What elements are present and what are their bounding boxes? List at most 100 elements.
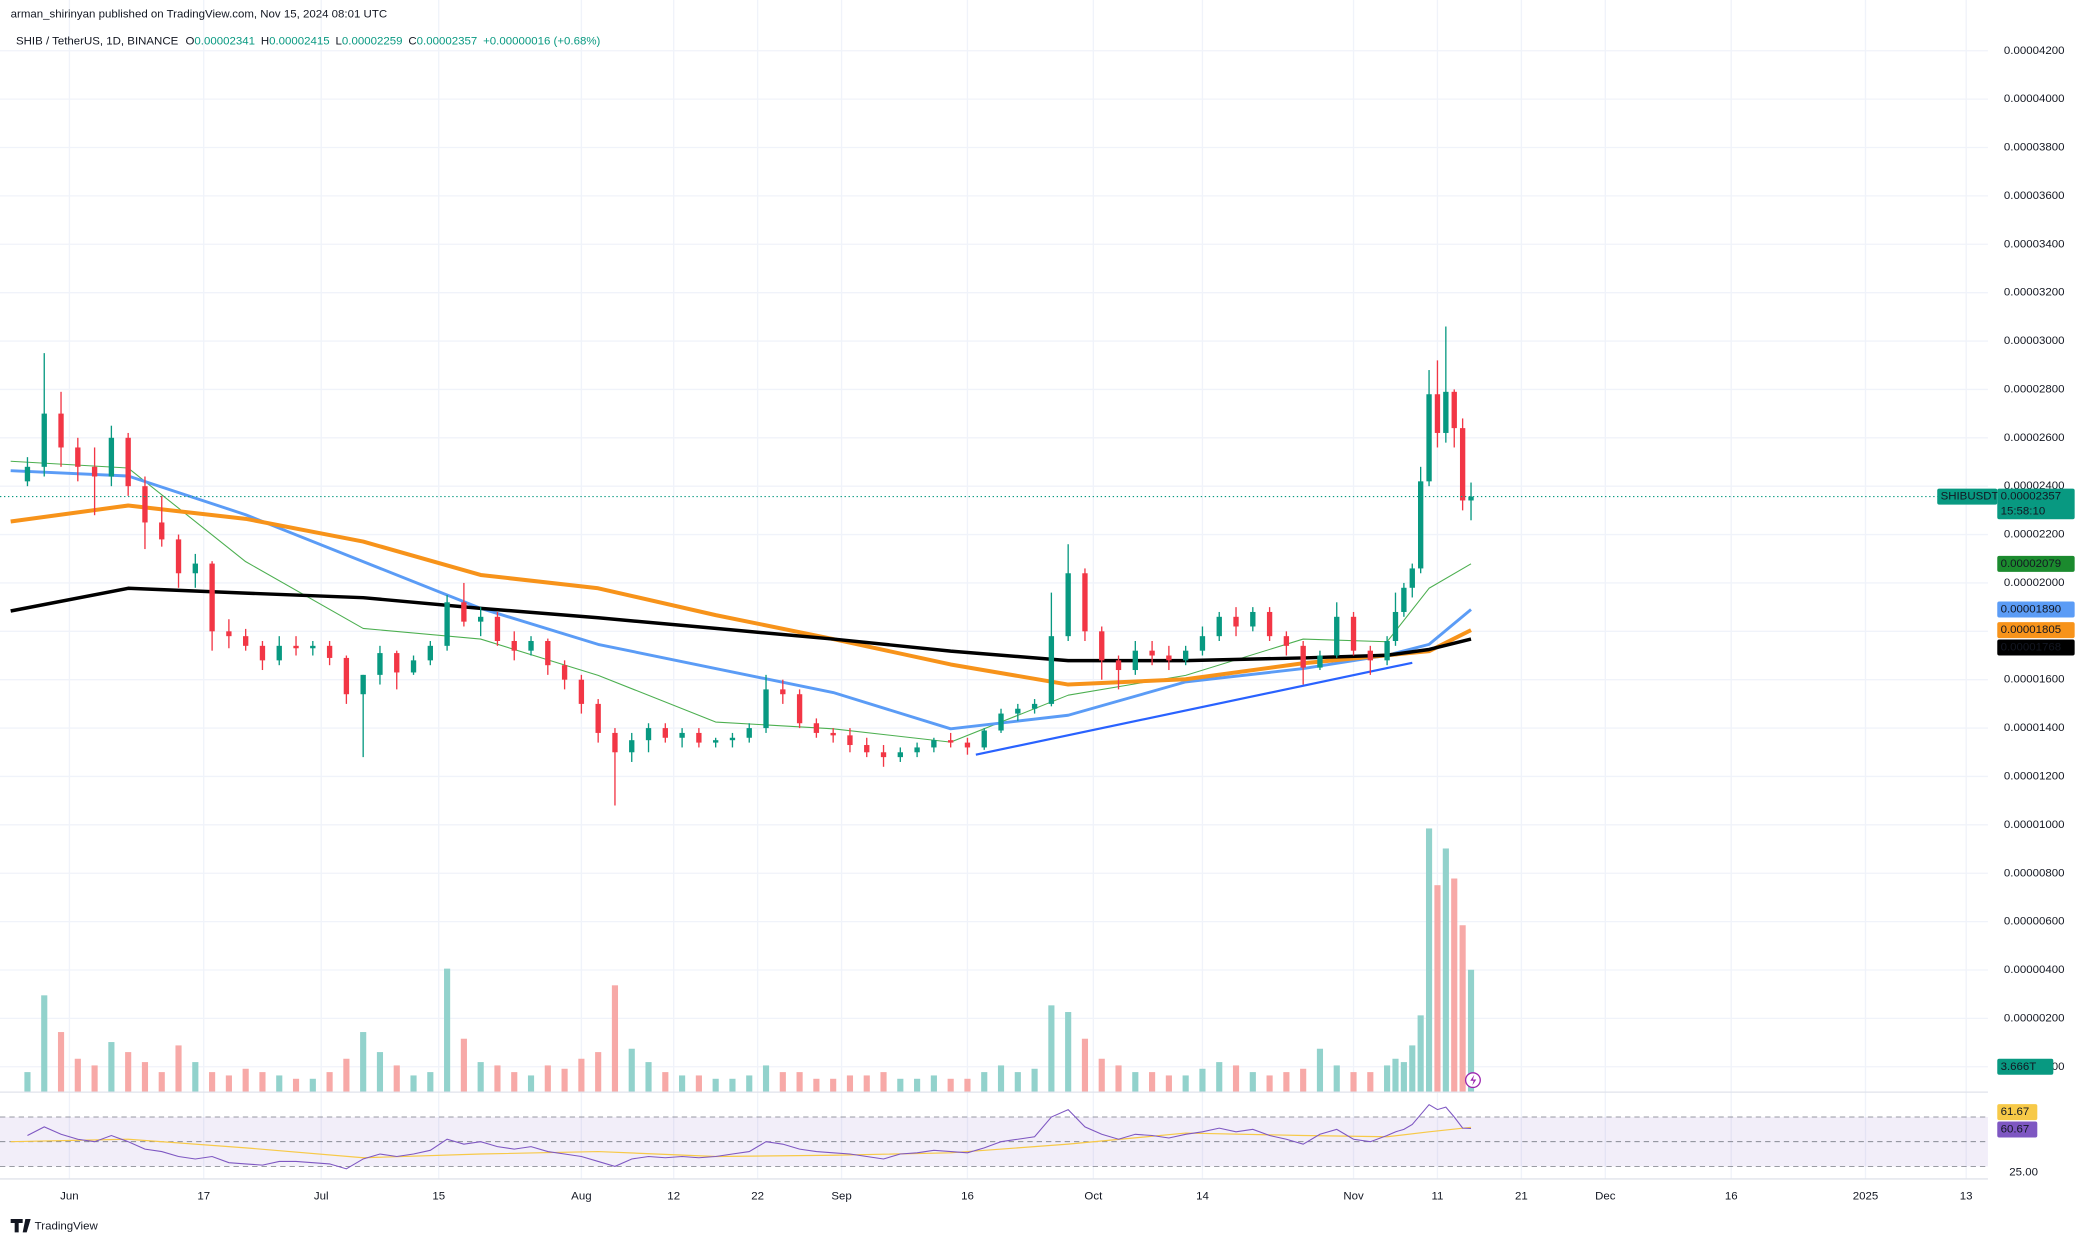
- moving-average: [10, 586, 1472, 663]
- candle-body: [1434, 394, 1441, 433]
- volume-bar: [1249, 1072, 1256, 1093]
- y-tick-label: 0.00002000: [2004, 577, 2065, 589]
- candle-body: [1459, 428, 1466, 501]
- volume-bar: [360, 1032, 367, 1093]
- candle-body: [964, 742, 971, 748]
- x-tick-label: Sep: [831, 1190, 851, 1202]
- volume-bar: [1350, 1072, 1357, 1093]
- candle-body: [1334, 616, 1340, 656]
- ohlc-value: 0.00002357: [417, 35, 478, 47]
- volume-bar: [527, 1075, 535, 1093]
- y-tick-label: 0.00003200: [2004, 287, 2065, 299]
- x-tick-label: 12: [667, 1190, 680, 1202]
- candle-body: [1099, 631, 1105, 661]
- candle-body: [713, 740, 719, 743]
- candle-body: [1115, 660, 1122, 671]
- ohlc-value: 0.00002259: [342, 35, 403, 47]
- y-tick-label: 0.00000200: [2004, 1012, 2065, 1024]
- candle-body: [1426, 394, 1432, 482]
- volume-bar: [125, 1052, 132, 1093]
- volume-bar: [242, 1068, 249, 1093]
- y-tick-label: 0.00003000: [2004, 335, 2065, 347]
- volume-bar: [762, 1065, 770, 1093]
- candle-body: [91, 466, 98, 477]
- candle-body: [394, 653, 400, 673]
- y-tick-label: 0.00001000: [2004, 819, 2065, 831]
- candle-body: [1300, 645, 1306, 668]
- x-tick-label: 2025: [1853, 1190, 1879, 1202]
- candle-body: [914, 747, 920, 753]
- x-tick-label: Oct: [1084, 1190, 1103, 1202]
- volume-bar: [393, 1065, 400, 1093]
- volume-bar: [880, 1072, 887, 1093]
- x-tick-label: 14: [1196, 1190, 1209, 1202]
- rsi-tick-label: 25.00: [2009, 1167, 2038, 1179]
- volume-bar: [1048, 1005, 1055, 1093]
- ohlc-letter: L: [336, 35, 342, 47]
- candle-body: [662, 728, 668, 738]
- candle-body: [813, 723, 820, 733]
- y-tick-label: 0.00003400: [2004, 238, 2065, 250]
- volume-bar: [1098, 1058, 1105, 1093]
- candle-body: [326, 645, 333, 658]
- candle-body: [1409, 568, 1415, 588]
- volume-tag-text: 3.666T: [2001, 1061, 2037, 1073]
- volume-bar: [846, 1075, 854, 1093]
- volume-bar: [511, 1072, 518, 1093]
- volume-bar: [225, 1075, 232, 1093]
- y-tick-label: 0.00004000: [2004, 93, 2065, 105]
- candle-body: [595, 703, 601, 733]
- candle-body: [24, 466, 31, 482]
- y-tick-label: 0.00003800: [2004, 142, 2065, 154]
- brand-logo: [10, 1218, 31, 1233]
- grid-layer: [0, 0, 1988, 1179]
- candle-body: [293, 645, 299, 649]
- volume-bar: [259, 1072, 266, 1093]
- candle-body: [75, 447, 81, 467]
- ma-tag-text: 0.00002079: [2001, 558, 2062, 570]
- volume-bar: [1400, 1062, 1407, 1093]
- candle-body: [645, 728, 652, 741]
- candle-body: [1350, 616, 1357, 651]
- candle-body: [1031, 703, 1038, 709]
- volume-bar: [695, 1075, 702, 1093]
- brand: TradingView: [10, 1218, 98, 1233]
- alert-bolt: [1470, 1074, 1477, 1086]
- volume-bar: [947, 1078, 954, 1093]
- volume-bar: [343, 1058, 350, 1093]
- rsi-tag-box: [1997, 1121, 2038, 1138]
- candle-body: [1149, 650, 1155, 656]
- volume-bar: [1081, 1038, 1089, 1093]
- volume-bar: [292, 1078, 300, 1093]
- x-tick-label: Nov: [1343, 1190, 1364, 1202]
- candle-body: [1392, 611, 1399, 641]
- volume-bar: [1149, 1072, 1156, 1093]
- candle-body: [125, 437, 131, 487]
- candle-body: [780, 689, 786, 695]
- candle-body: [511, 640, 517, 651]
- volume-bar: [578, 1058, 585, 1093]
- candle-body: [343, 657, 350, 695]
- volume-bar: [1392, 1058, 1399, 1093]
- candle-body: [410, 660, 417, 673]
- volume-bar: [544, 1065, 551, 1093]
- candle-body: [1065, 573, 1071, 637]
- volume-bar: [1442, 848, 1449, 1093]
- candle-body: [192, 563, 198, 574]
- y-tick-label: 0.00002200: [2004, 529, 2065, 541]
- candle-body: [478, 616, 484, 622]
- candle-body: [1401, 587, 1407, 612]
- x-tick-label: 22: [751, 1190, 764, 1202]
- candle-body: [1216, 616, 1222, 637]
- volume-bar: [1232, 1065, 1240, 1093]
- volume-bar: [611, 985, 619, 1093]
- volume-bar: [410, 1075, 417, 1093]
- volume-bar: [1132, 1072, 1139, 1093]
- volume-bar: [1283, 1072, 1290, 1093]
- candle-body: [360, 674, 366, 695]
- candle-body: [897, 752, 903, 758]
- symbol-tag-box: [1937, 488, 1998, 505]
- candle-body: [1317, 655, 1323, 668]
- candle-body: [1199, 636, 1206, 651]
